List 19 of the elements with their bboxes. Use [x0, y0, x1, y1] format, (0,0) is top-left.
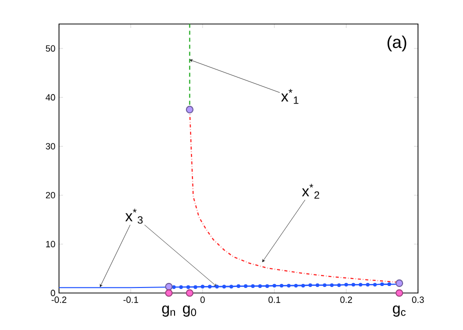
annotation: x$^{*}$3 [125, 208, 143, 224]
annotation: g$_{c}$ [392, 306, 406, 317]
y-tick-label: 10 [46, 240, 56, 248]
y-tick-label: 30 [46, 143, 56, 150]
annotation: g$_{n}$ [162, 306, 176, 317]
x-tick-label: -0.1 [123, 296, 138, 303]
y-tick-label: 50 [46, 45, 56, 52]
x-tick-label: -0.2 [52, 296, 66, 303]
x-tick-label: 0.3 [412, 296, 424, 303]
y-tick-label: 40 [46, 94, 56, 101]
x-tick-label: 0 [200, 296, 205, 303]
annotation: (a) [388, 36, 406, 52]
annotation: x$^{*}$1 [281, 89, 298, 104]
annotation: g$_{0}$ [182, 306, 196, 317]
y-tick-label: 20 [46, 192, 56, 198]
y-tick-label: 0 [50, 290, 56, 296]
annotation: x$^{*}$2 [302, 184, 320, 199]
x-tick-label: 0.1 [268, 296, 280, 303]
x-tick-label: 0.2 [340, 296, 352, 303]
